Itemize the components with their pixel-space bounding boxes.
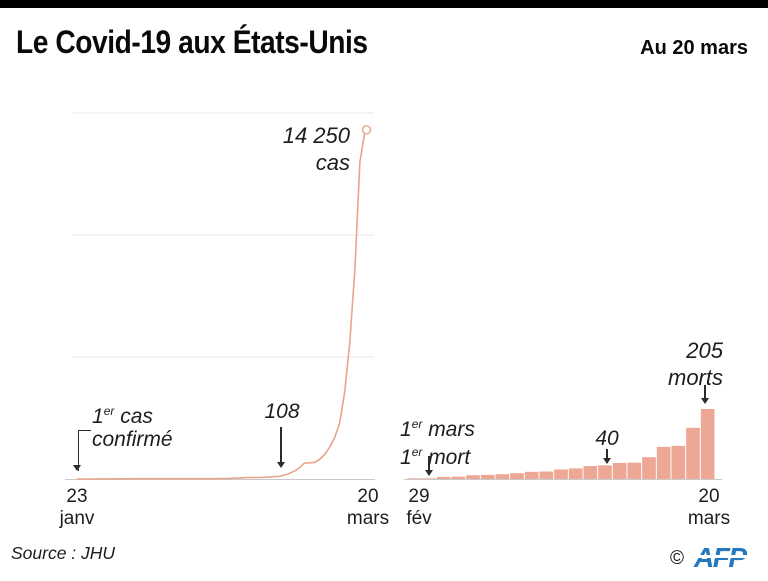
cases-line-chart xyxy=(65,112,375,480)
deaths-bar-chart xyxy=(404,409,722,480)
death-bar xyxy=(480,474,495,479)
death-bar xyxy=(422,478,436,479)
death-bar xyxy=(642,457,656,479)
first-case-label: 1er cas confirmé xyxy=(92,404,173,451)
death-bar xyxy=(612,462,627,479)
death-bar xyxy=(510,473,524,479)
death-bar xyxy=(539,471,554,479)
death-bar xyxy=(407,478,422,479)
death-bar xyxy=(700,409,715,479)
death-bar xyxy=(451,476,466,479)
page-title: Le Covid-19 aux États-Unis xyxy=(16,24,368,60)
report-date: Au 20 mars xyxy=(640,37,748,59)
source-label: Source : JHU xyxy=(11,543,116,563)
death-bar xyxy=(627,462,642,479)
death-bar xyxy=(568,468,583,479)
death-bar xyxy=(686,427,700,479)
afp-logo-cut xyxy=(692,555,748,558)
death-bar xyxy=(583,466,598,479)
death-bar xyxy=(671,445,686,479)
death-bar xyxy=(598,465,612,479)
first-death-label: 1er mars 1er mort xyxy=(400,417,475,469)
first-case-arrow xyxy=(73,430,91,471)
milestone-40-arrow xyxy=(602,449,612,464)
cases-peak-marker xyxy=(361,125,372,135)
first-death-arrow xyxy=(424,456,434,476)
afp-logo: AFP xyxy=(692,542,748,573)
deaths-peak-arrow xyxy=(700,385,710,404)
death-bar xyxy=(656,446,671,479)
deaths-peak-unit: morts xyxy=(668,365,723,390)
death-bar xyxy=(554,469,568,479)
death-bar xyxy=(524,471,539,479)
cases-axis-end-label: 20 mars xyxy=(346,486,390,529)
cases-peak-unit: cas xyxy=(315,150,350,175)
cases-peak-label: 14 250 cas xyxy=(283,122,350,176)
cases-axis-start-label: 23 janv xyxy=(59,486,95,529)
cases-peak-value: 14 250 xyxy=(282,123,350,148)
milestone-108-arrow xyxy=(276,427,286,468)
death-bar xyxy=(495,474,510,479)
deaths-peak-label: 205 morts xyxy=(668,337,723,391)
death-bar xyxy=(466,475,480,479)
milestone-108-label: 108 xyxy=(264,400,300,423)
top-black-bar xyxy=(0,0,768,8)
death-bar xyxy=(436,476,451,479)
milestone-40-label: 40 xyxy=(595,427,619,450)
deaths-axis-start-label: 29 fév xyxy=(406,486,432,529)
deaths-peak-value: 205 xyxy=(686,338,723,363)
copyright-icon: © xyxy=(670,548,684,569)
deaths-axis-end-label: 20 mars xyxy=(687,486,731,529)
